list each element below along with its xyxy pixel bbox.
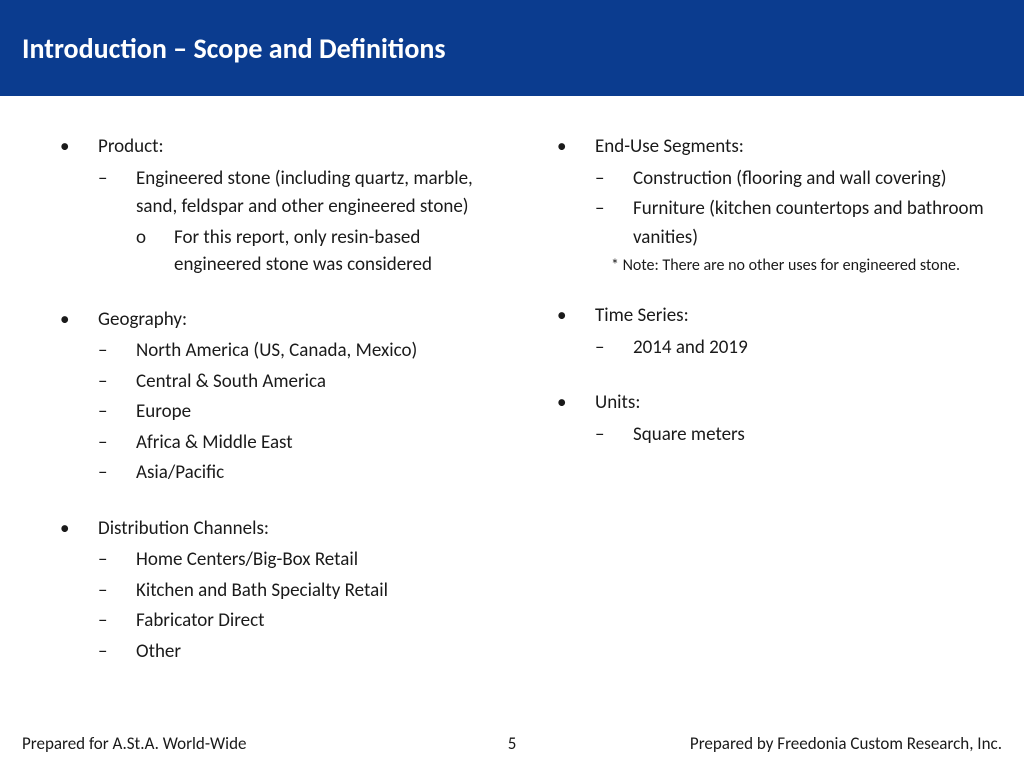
bullet-marker: • [557,303,595,330]
geography-item: – North America (US, Canada, Mexico) [98,337,487,366]
dash-marker: – [98,429,136,458]
enduse-note: * Note: There are no other uses for engi… [611,256,984,275]
timeseries-item-text: 2014 and 2019 [633,334,748,363]
footer-right: Prepared by Freedonia Custom Research, I… [690,733,1002,754]
bullet-marker: • [60,307,98,334]
timeseries-label: • Time Series: [557,303,984,330]
geography-label-text: Geography: [98,307,187,334]
geography-item-text: North America (US, Canada, Mexico) [136,337,417,366]
bullet-marker: • [60,516,98,543]
product-label: • Product: [60,134,487,161]
slide-title: Introduction – Scope and Definitions [22,31,446,66]
slide-footer: Prepared for A.St.A. World-Wide 5 Prepar… [0,733,1024,754]
dash-marker: – [98,459,136,488]
timeseries-label-text: Time Series: [595,303,689,330]
product-section: • Product: – Engineered stone (including… [60,134,487,279]
distribution-item: – Other [98,638,487,667]
circle-marker: o [136,224,174,279]
geography-section: • Geography: – North America (US, Canada… [60,307,487,488]
geography-item-text: Central & South America [136,368,326,397]
geography-item-text: Asia/Pacific [136,459,224,488]
distribution-label-text: Distribution Channels: [98,516,269,543]
dash-marker: – [98,165,136,222]
distribution-item: – Home Centers/Big-Box Retail [98,546,487,575]
enduse-item: – Furniture (kitchen countertops and bat… [595,195,984,252]
product-sub2-text: For this report, only resin-based engine… [174,224,487,279]
bullet-marker: • [557,390,595,417]
dash-marker: – [98,398,136,427]
units-item-text: Square meters [633,421,745,450]
units-label: • Units: [557,390,984,417]
dash-marker: – [98,337,136,366]
dash-marker: – [595,334,633,363]
dash-marker: – [595,165,633,194]
distribution-item-text: Kitchen and Bath Specialty Retail [136,577,388,606]
enduse-item-text: Furniture (kitchen countertops and bathr… [633,195,984,252]
distribution-section: • Distribution Channels: – Home Centers/… [60,516,487,667]
distribution-item-text: Other [136,638,181,667]
product-sub1: – Engineered stone (including quartz, ma… [98,165,487,222]
slide-content: • Product: – Engineered stone (including… [0,96,1024,694]
dash-marker: – [98,577,136,606]
geography-item-text: Europe [136,398,191,427]
dash-marker: – [98,607,136,636]
enduse-section: • End-Use Segments: – Construction (floo… [557,134,984,275]
slide-header: Introduction – Scope and Definitions [0,0,1024,96]
timeseries-item: – 2014 and 2019 [595,334,984,363]
timeseries-section: • Time Series: – 2014 and 2019 [557,303,984,362]
bullet-marker: • [557,134,595,161]
distribution-item: – Kitchen and Bath Specialty Retail [98,577,487,606]
dash-marker: – [98,638,136,667]
distribution-label: • Distribution Channels: [60,516,487,543]
distribution-item: – Fabricator Direct [98,607,487,636]
units-section: • Units: – Square meters [557,390,984,449]
dash-marker: – [98,368,136,397]
enduse-item: – Construction (flooring and wall coveri… [595,165,984,194]
page-number: 5 [508,733,517,754]
geography-item: – Africa & Middle East [98,429,487,458]
enduse-label-text: End-Use Segments: [595,134,744,161]
distribution-item-text: Home Centers/Big-Box Retail [136,546,358,575]
dash-marker: – [98,546,136,575]
dash-marker: – [595,195,633,252]
left-column: • Product: – Engineered stone (including… [0,134,517,694]
distribution-item-text: Fabricator Direct [136,607,264,636]
footer-left: Prepared for A.St.A. World-Wide [22,733,246,754]
geography-item: – Central & South America [98,368,487,397]
units-item: – Square meters [595,421,984,450]
geography-label: • Geography: [60,307,487,334]
geography-item: – Europe [98,398,487,427]
dash-marker: – [595,421,633,450]
bullet-marker: • [60,134,98,161]
units-label-text: Units: [595,390,640,417]
product-label-text: Product: [98,134,164,161]
enduse-label: • End-Use Segments: [557,134,984,161]
enduse-item-text: Construction (flooring and wall covering… [633,165,946,194]
product-sub1-text: Engineered stone (including quartz, marb… [136,165,487,222]
right-column: • End-Use Segments: – Construction (floo… [517,134,1024,694]
product-sub2: o For this report, only resin-based engi… [136,224,487,279]
geography-item-text: Africa & Middle East [136,429,293,458]
geography-item: – Asia/Pacific [98,459,487,488]
